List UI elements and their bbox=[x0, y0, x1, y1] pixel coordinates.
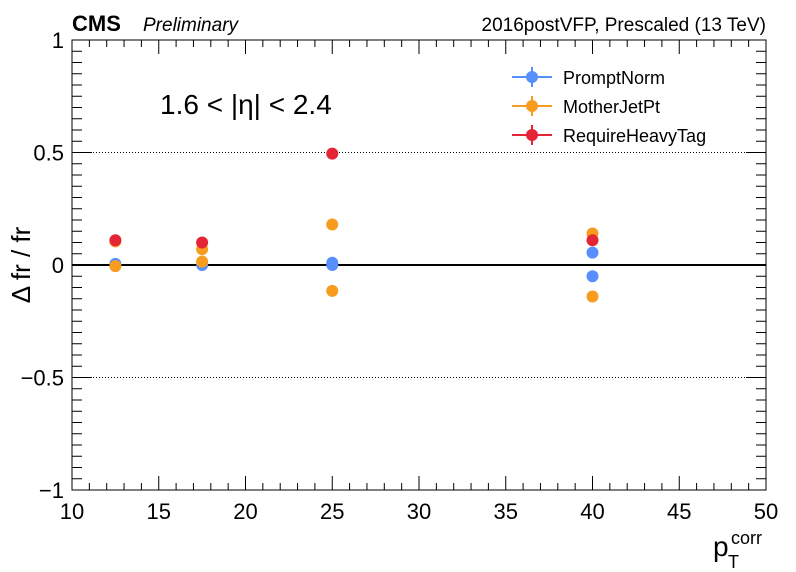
x-axis-label-superscript: corr bbox=[731, 528, 762, 548]
data-point-promptnorm bbox=[586, 246, 599, 259]
x-axis-label-main: p bbox=[713, 531, 729, 562]
legend-label: PromptNorm bbox=[563, 68, 665, 88]
preliminary-label: Preliminary bbox=[143, 15, 240, 36]
legend-label: RequireHeavyTag bbox=[563, 126, 706, 146]
cms-label: CMS bbox=[72, 11, 121, 36]
data-point-requireheavytag bbox=[109, 234, 122, 247]
data-point-requireheavytag bbox=[326, 147, 339, 160]
y-tick-label: 0 bbox=[52, 253, 64, 278]
legend-marker bbox=[526, 100, 538, 112]
y-tick-label: 1 bbox=[52, 28, 64, 53]
data-points bbox=[109, 147, 599, 303]
data-point-promptnorm bbox=[586, 270, 599, 283]
data-point-motherjetpt bbox=[196, 255, 209, 268]
x-tick-label: 40 bbox=[580, 499, 604, 524]
x-axis-tick-labels: 10 15 20 25 30 35 40 45 50 bbox=[60, 499, 778, 524]
x-tick-label: 25 bbox=[320, 499, 344, 524]
y-tick-label: −1 bbox=[39, 478, 64, 503]
legend: PromptNorm MotherJetPt RequireHeavyTag bbox=[512, 67, 706, 146]
x-axis-label-subscript: T bbox=[728, 552, 739, 572]
x-axis-ticks bbox=[71, 40, 767, 490]
data-point-motherjetpt bbox=[586, 290, 599, 303]
y-axis-tick-labels: −1 −0.5 0 0.5 1 bbox=[21, 28, 64, 503]
data-point-requireheavytag bbox=[196, 236, 209, 249]
x-tick-label: 10 bbox=[60, 499, 84, 524]
x-tick-label: 50 bbox=[754, 499, 778, 524]
data-point-motherjetpt bbox=[109, 260, 122, 273]
data-point-motherjetpt bbox=[326, 218, 339, 231]
x-axis-label: p bbox=[713, 531, 729, 562]
y-axis-label: Δ fr / fr bbox=[6, 226, 36, 303]
data-point-promptnorm bbox=[326, 256, 339, 269]
x-tick-label: 45 bbox=[667, 499, 691, 524]
y-axis-ticks bbox=[72, 39, 766, 491]
y-tick-label: −0.5 bbox=[21, 366, 64, 391]
x-tick-label: 30 bbox=[407, 499, 431, 524]
x-tick-label: 35 bbox=[494, 499, 518, 524]
legend-label: MotherJetPt bbox=[563, 97, 660, 117]
x-tick-label: 15 bbox=[147, 499, 171, 524]
data-point-motherjetpt bbox=[326, 284, 339, 297]
reference-lines bbox=[72, 152, 766, 378]
run-info-label: 2016postVFP, Prescaled (13 TeV) bbox=[482, 15, 766, 36]
y-tick-label: 0.5 bbox=[33, 141, 64, 166]
legend-marker bbox=[526, 71, 538, 83]
x-tick-label: 20 bbox=[233, 499, 257, 524]
eta-range-annotation: 1.6 < |η| < 2.4 bbox=[160, 89, 332, 120]
data-point-requireheavytag bbox=[586, 234, 599, 247]
legend-marker bbox=[526, 129, 538, 141]
